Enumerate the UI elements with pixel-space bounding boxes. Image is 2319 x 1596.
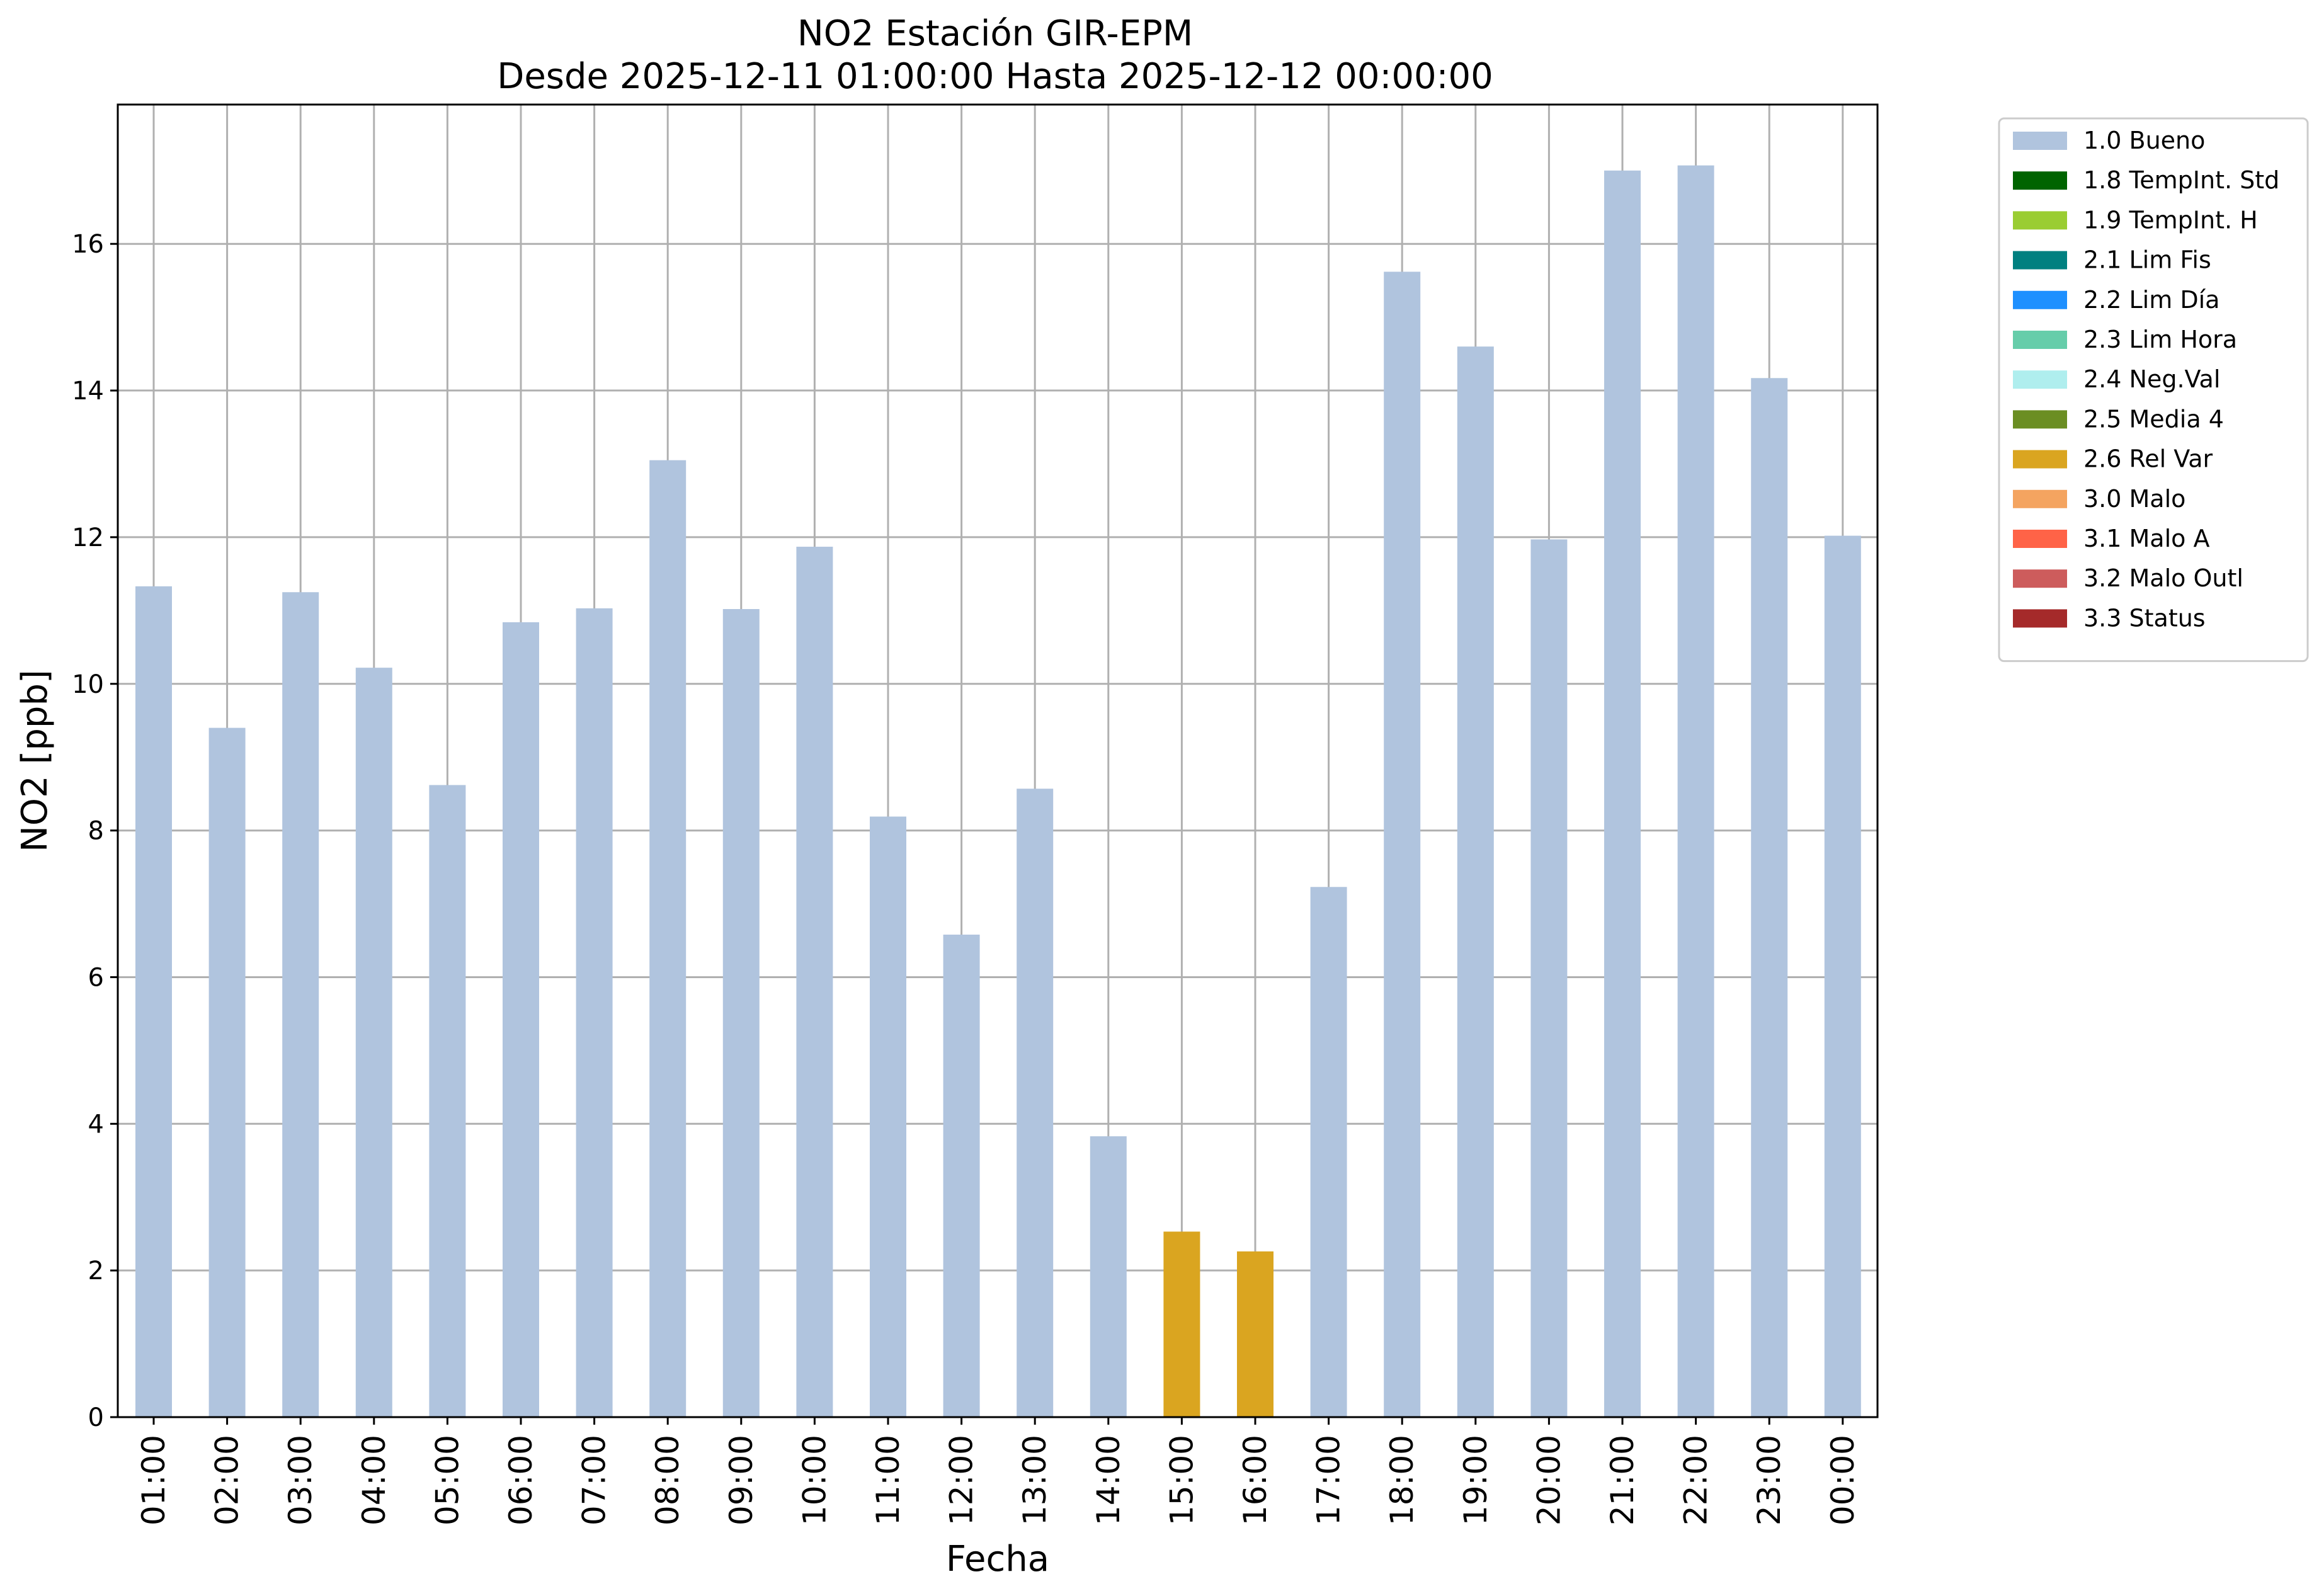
- x-tick-label: 18:00: [1384, 1435, 1420, 1525]
- legend-label: 2.6 Rel Var: [2083, 445, 2213, 473]
- y-tick-label: 4: [88, 1110, 104, 1139]
- bar-16:00: [1237, 1251, 1273, 1417]
- bar-18:00: [1384, 271, 1421, 1418]
- legend-label: 3.2 Malo Outl: [2083, 564, 2243, 592]
- bar-20:00: [1530, 539, 1568, 1418]
- x-tick-label: 03:00: [282, 1435, 319, 1525]
- legend-label: 2.3 Lim Hora: [2083, 326, 2237, 353]
- bar-15:00: [1163, 1231, 1200, 1417]
- bar-07:00: [576, 608, 613, 1417]
- legend-swatch: [2013, 331, 2067, 349]
- bar-00:00: [1824, 535, 1861, 1417]
- legend-swatch: [2013, 530, 2067, 548]
- bar-19:00: [1457, 346, 1494, 1417]
- bar-17:00: [1310, 887, 1347, 1417]
- x-tick-label: 16:00: [1237, 1435, 1273, 1525]
- x-tick-label: 08:00: [649, 1435, 686, 1525]
- x-tick-label: 13:00: [1017, 1435, 1053, 1525]
- legend-swatch: [2013, 211, 2067, 230]
- legend-label: 1.8 TempInt. Std: [2083, 166, 2279, 194]
- x-tick-label: 02:00: [209, 1435, 246, 1525]
- x-tick-label: 17:00: [1311, 1435, 1347, 1525]
- chart-title: NO2 Estación GIR-EPM: [797, 13, 1193, 54]
- x-tick-label: 00:00: [1825, 1435, 1861, 1525]
- legend-frame: [1998, 117, 2309, 663]
- legend-label: 1.9 TempInt. H: [2083, 206, 2258, 234]
- legend-label: 2.2 Lim Día: [2083, 286, 2219, 314]
- bar-10:00: [796, 547, 833, 1417]
- bar-14:00: [1090, 1136, 1127, 1417]
- legend-label: 2.4 Neg.Val: [2083, 365, 2220, 393]
- bars: [135, 165, 1861, 1418]
- bar-11:00: [870, 816, 906, 1417]
- x-tick-label: 20:00: [1530, 1435, 1567, 1525]
- x-tick-label: 22:00: [1678, 1435, 1714, 1525]
- bar-02:00: [208, 727, 246, 1417]
- legend-swatch: [2013, 450, 2067, 469]
- bar-08:00: [649, 460, 687, 1418]
- legend-label: 1.0 Bueno: [2083, 127, 2205, 154]
- legend-swatch: [2013, 609, 2067, 628]
- chart-subtitle: Desde 2025-12-11 01:00:00 Hasta 2025-12-…: [497, 56, 1493, 97]
- legend: 1.0 Bueno 1.8 TempInt. Std 1.9 TempInt. H 2…: [1998, 117, 2309, 663]
- legend-label: 3.1 Malo A: [2083, 525, 2209, 552]
- x-tick-label: 11:00: [870, 1435, 906, 1525]
- y-tick-label: 8: [88, 817, 104, 846]
- x-tick-label: 12:00: [943, 1435, 980, 1525]
- x-axis-ticks: 01:00 02:00 03:00 04:00 05:00 06:00 07:00 08:00…: [135, 1417, 1861, 1525]
- y-axis-ticks: 0 2 4 6 8 10 12 14 16: [72, 230, 118, 1432]
- x-tick-label: 14:00: [1090, 1435, 1127, 1525]
- y-axis-label: NO2 [ppb]: [14, 670, 55, 852]
- legend-label: 3.0 Malo: [2083, 485, 2185, 513]
- x-tick-label: 05:00: [429, 1435, 465, 1525]
- legend-swatch: [2013, 290, 2067, 309]
- legend-swatch: [2013, 132, 2067, 150]
- legend-swatch: [2013, 251, 2067, 270]
- bar-09:00: [722, 609, 760, 1417]
- legend-swatch: [2013, 489, 2067, 508]
- bar-12:00: [943, 934, 980, 1417]
- legend-swatch: [2013, 569, 2067, 588]
- legend-swatch: [2013, 171, 2067, 190]
- bar-21:00: [1604, 170, 1641, 1418]
- plot-frame: [117, 103, 1879, 1418]
- bar-05:00: [429, 785, 466, 1417]
- legend-label: 3.3 Status: [2083, 604, 2206, 632]
- legend-label: 2.5 Media 4: [2083, 405, 2224, 433]
- y-tick-label: 14: [72, 377, 104, 406]
- legend-swatch: [2013, 410, 2067, 429]
- y-tick-label: 6: [88, 963, 104, 992]
- x-tick-label: 19:00: [1457, 1435, 1494, 1525]
- x-tick-label: 04:00: [356, 1435, 392, 1525]
- bar-06:00: [503, 622, 539, 1417]
- x-tick-label: 10:00: [796, 1435, 833, 1525]
- x-tick-label: 15:00: [1163, 1435, 1200, 1525]
- bar-23:00: [1751, 378, 1788, 1417]
- legend-label: 2.1 Lim Fis: [2083, 246, 2211, 274]
- legend-swatch: [2013, 370, 2067, 389]
- bar-03:00: [282, 592, 319, 1418]
- x-axis-label: Fecha: [946, 1539, 1049, 1580]
- bar-13:00: [1017, 789, 1054, 1417]
- y-tick-label: 2: [88, 1257, 104, 1285]
- x-tick-label: 01:00: [135, 1435, 172, 1525]
- y-tick-label: 0: [88, 1403, 104, 1432]
- bar-22:00: [1677, 165, 1714, 1417]
- x-tick-label: 09:00: [723, 1435, 760, 1525]
- x-tick-label: 21:00: [1604, 1435, 1641, 1525]
- x-tick-label: 07:00: [576, 1435, 613, 1525]
- bar-01:00: [135, 586, 172, 1418]
- x-tick-label: 06:00: [503, 1435, 539, 1525]
- x-tick-label: 23:00: [1751, 1435, 1787, 1525]
- bar-04:00: [355, 668, 392, 1417]
- y-tick-label: 12: [72, 523, 104, 552]
- y-tick-label: 16: [72, 230, 104, 259]
- y-tick-label: 10: [72, 670, 104, 699]
